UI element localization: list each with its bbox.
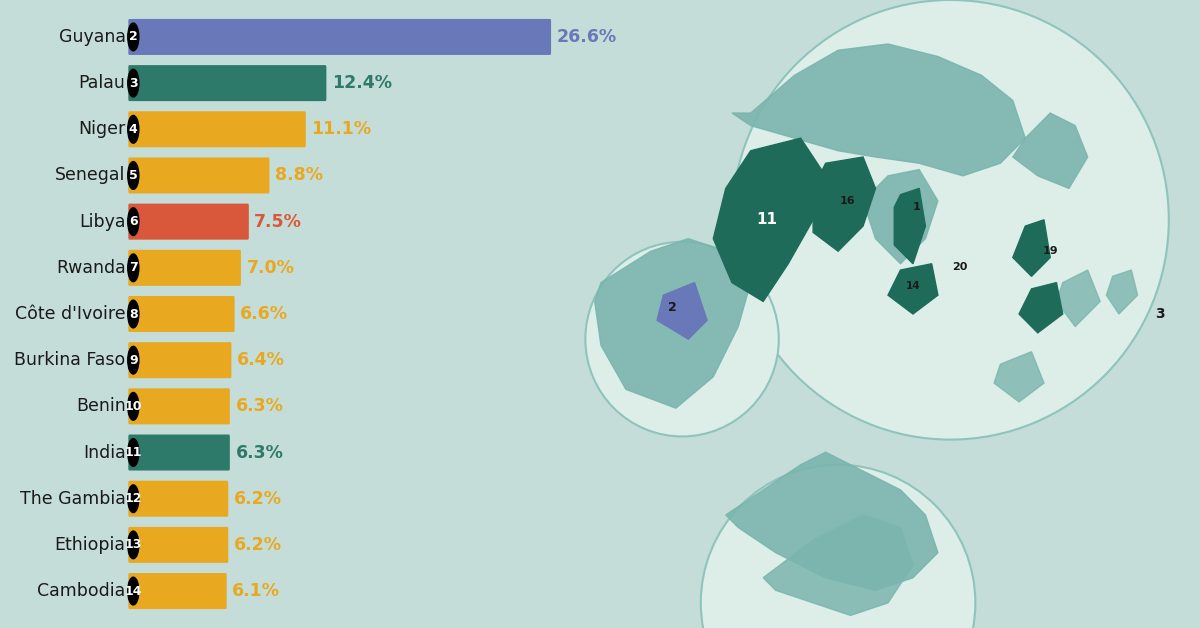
Text: Rwanda: Rwanda [55, 259, 126, 277]
Polygon shape [894, 188, 925, 264]
Text: Niger: Niger [78, 121, 126, 138]
FancyBboxPatch shape [128, 250, 241, 286]
Text: 6: 6 [128, 215, 138, 228]
Text: 2: 2 [128, 30, 138, 43]
FancyBboxPatch shape [128, 573, 227, 609]
Text: 16: 16 [840, 196, 856, 206]
Text: 7.0%: 7.0% [246, 259, 294, 277]
Polygon shape [713, 138, 826, 301]
FancyBboxPatch shape [128, 435, 230, 470]
Text: 7: 7 [128, 261, 138, 274]
Text: Burkina Faso: Burkina Faso [14, 351, 126, 369]
Text: 6.6%: 6.6% [240, 305, 288, 323]
Circle shape [127, 161, 139, 189]
Circle shape [127, 116, 139, 143]
FancyBboxPatch shape [128, 65, 326, 101]
Text: 6.3%: 6.3% [235, 398, 283, 415]
Text: The Gambia: The Gambia [19, 490, 126, 507]
Text: India: India [83, 443, 126, 462]
Polygon shape [732, 44, 1025, 176]
Text: 19: 19 [1043, 246, 1058, 256]
Polygon shape [726, 452, 938, 590]
Text: 8: 8 [128, 308, 138, 320]
Polygon shape [1019, 283, 1063, 333]
Text: 11.1%: 11.1% [311, 121, 372, 138]
Text: 5: 5 [128, 169, 138, 182]
Polygon shape [595, 239, 751, 408]
Circle shape [127, 208, 139, 236]
Circle shape [127, 392, 139, 420]
Text: 12: 12 [125, 492, 142, 505]
Circle shape [127, 300, 139, 328]
FancyBboxPatch shape [128, 296, 234, 332]
Polygon shape [763, 515, 913, 615]
FancyBboxPatch shape [128, 527, 228, 563]
Text: 11: 11 [125, 446, 142, 459]
FancyBboxPatch shape [128, 342, 232, 378]
Text: Libya: Libya [79, 213, 126, 230]
Polygon shape [863, 170, 938, 264]
FancyBboxPatch shape [128, 158, 270, 193]
Text: 3: 3 [1154, 307, 1164, 321]
Text: 20: 20 [952, 262, 967, 272]
Polygon shape [814, 157, 876, 251]
Text: 7.5%: 7.5% [254, 213, 302, 230]
Circle shape [127, 346, 139, 374]
Text: Senegal: Senegal [55, 166, 126, 185]
Text: 9: 9 [128, 354, 138, 367]
Text: Guyana: Guyana [59, 28, 126, 46]
Circle shape [127, 577, 139, 605]
Polygon shape [1106, 270, 1138, 314]
Circle shape [127, 23, 139, 51]
Text: 10: 10 [125, 400, 142, 413]
Circle shape [701, 465, 976, 628]
Text: 6.2%: 6.2% [234, 536, 282, 554]
FancyBboxPatch shape [128, 111, 306, 148]
Text: Ethiopia: Ethiopia [54, 536, 126, 554]
Text: 14: 14 [125, 585, 142, 598]
Circle shape [127, 439, 139, 467]
Text: 3: 3 [128, 77, 138, 90]
Text: 13: 13 [125, 538, 142, 551]
Polygon shape [658, 283, 707, 339]
Polygon shape [888, 264, 938, 314]
Text: 14: 14 [906, 281, 920, 291]
FancyBboxPatch shape [128, 203, 248, 240]
Text: 8.8%: 8.8% [275, 166, 323, 185]
Circle shape [127, 531, 139, 559]
Circle shape [732, 0, 1169, 440]
Text: Côte d'Ivoire: Côte d'Ivoire [14, 305, 126, 323]
Text: Benin: Benin [76, 398, 126, 415]
FancyBboxPatch shape [128, 480, 228, 517]
Text: 2: 2 [668, 301, 677, 314]
Text: 6.3%: 6.3% [235, 443, 283, 462]
Text: 6.2%: 6.2% [234, 490, 282, 507]
FancyBboxPatch shape [128, 19, 551, 55]
Polygon shape [994, 352, 1044, 402]
Text: 4: 4 [128, 123, 138, 136]
FancyBboxPatch shape [128, 388, 230, 425]
Text: 26.6%: 26.6% [557, 28, 617, 46]
Circle shape [127, 254, 139, 282]
Circle shape [127, 485, 139, 512]
Polygon shape [1013, 113, 1087, 188]
Circle shape [127, 69, 139, 97]
Text: 11: 11 [756, 212, 776, 227]
Text: 1: 1 [912, 202, 920, 212]
Text: 12.4%: 12.4% [332, 74, 392, 92]
Polygon shape [1013, 220, 1050, 276]
Text: Palau: Palau [79, 74, 126, 92]
Text: 6.1%: 6.1% [233, 582, 281, 600]
Polygon shape [1056, 270, 1100, 327]
Text: 6.4%: 6.4% [236, 351, 284, 369]
Text: Cambodia: Cambodia [37, 582, 126, 600]
Circle shape [586, 242, 779, 436]
